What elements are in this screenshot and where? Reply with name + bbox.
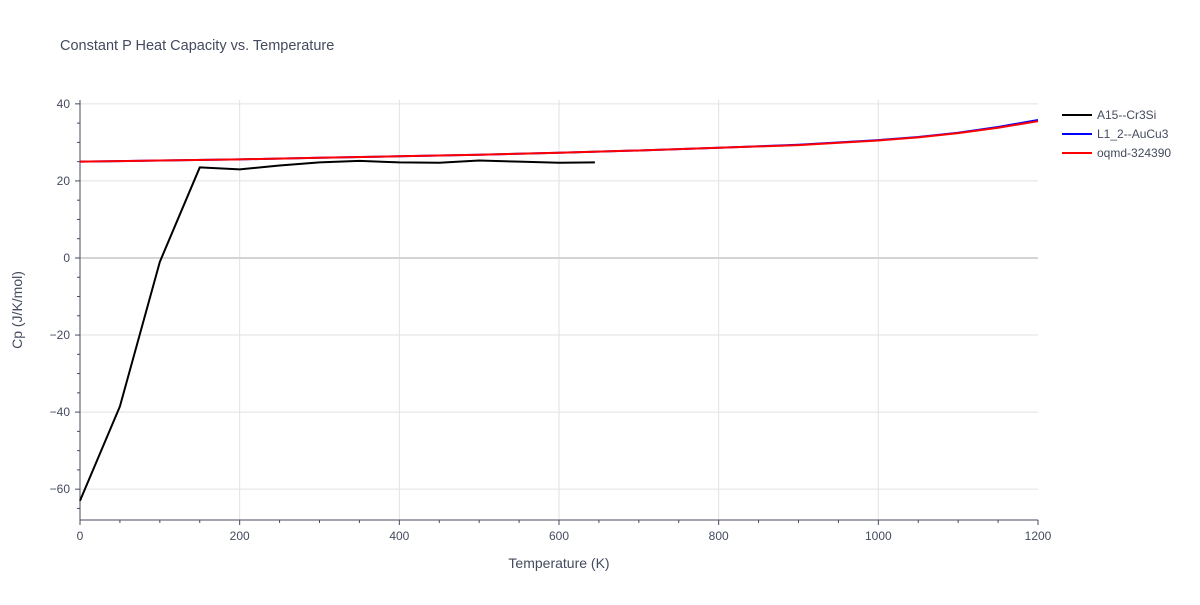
x-tick-label: 1200 bbox=[1025, 529, 1052, 543]
y-tick-label: −20 bbox=[50, 328, 71, 342]
series-line-1 bbox=[79, 159, 595, 502]
legend-label-3: oqmd-324390 bbox=[1097, 146, 1171, 160]
x-tick-label: 800 bbox=[709, 529, 729, 543]
legend-label-2: L1_2--AuCu3 bbox=[1097, 127, 1169, 141]
series-lines bbox=[79, 119, 1039, 502]
x-axis-title: Temperature (K) bbox=[508, 555, 609, 571]
chart-title: Constant P Heat Capacity vs. Temperature bbox=[60, 38, 334, 54]
x-tick-label: 200 bbox=[230, 529, 250, 543]
x-tick-label: 1000 bbox=[865, 529, 892, 543]
x-tick-label: 0 bbox=[77, 529, 84, 543]
grid-lines bbox=[80, 100, 1038, 520]
y-axis-title: Cp (J/K/mol) bbox=[9, 271, 25, 349]
y-tick-label: 20 bbox=[57, 174, 71, 188]
axes: 0 200 400 600 800 1000 1200 −60 −40 −20 0 20 40 bbox=[50, 97, 1052, 543]
y-tick-label: −40 bbox=[50, 405, 71, 419]
y-tick-label: 0 bbox=[63, 251, 70, 265]
legend[interactable]: A15--Cr3Si L1_2--AuCu3 oqmd-324390 bbox=[1062, 108, 1171, 160]
y-tick-label: 40 bbox=[57, 97, 71, 111]
series-line-3 bbox=[79, 120, 1039, 163]
y-tick-label: −60 bbox=[50, 482, 71, 496]
x-tick-label: 600 bbox=[549, 529, 569, 543]
legend-label-1: A15--Cr3Si bbox=[1097, 108, 1156, 122]
x-tick-label: 400 bbox=[389, 529, 409, 543]
